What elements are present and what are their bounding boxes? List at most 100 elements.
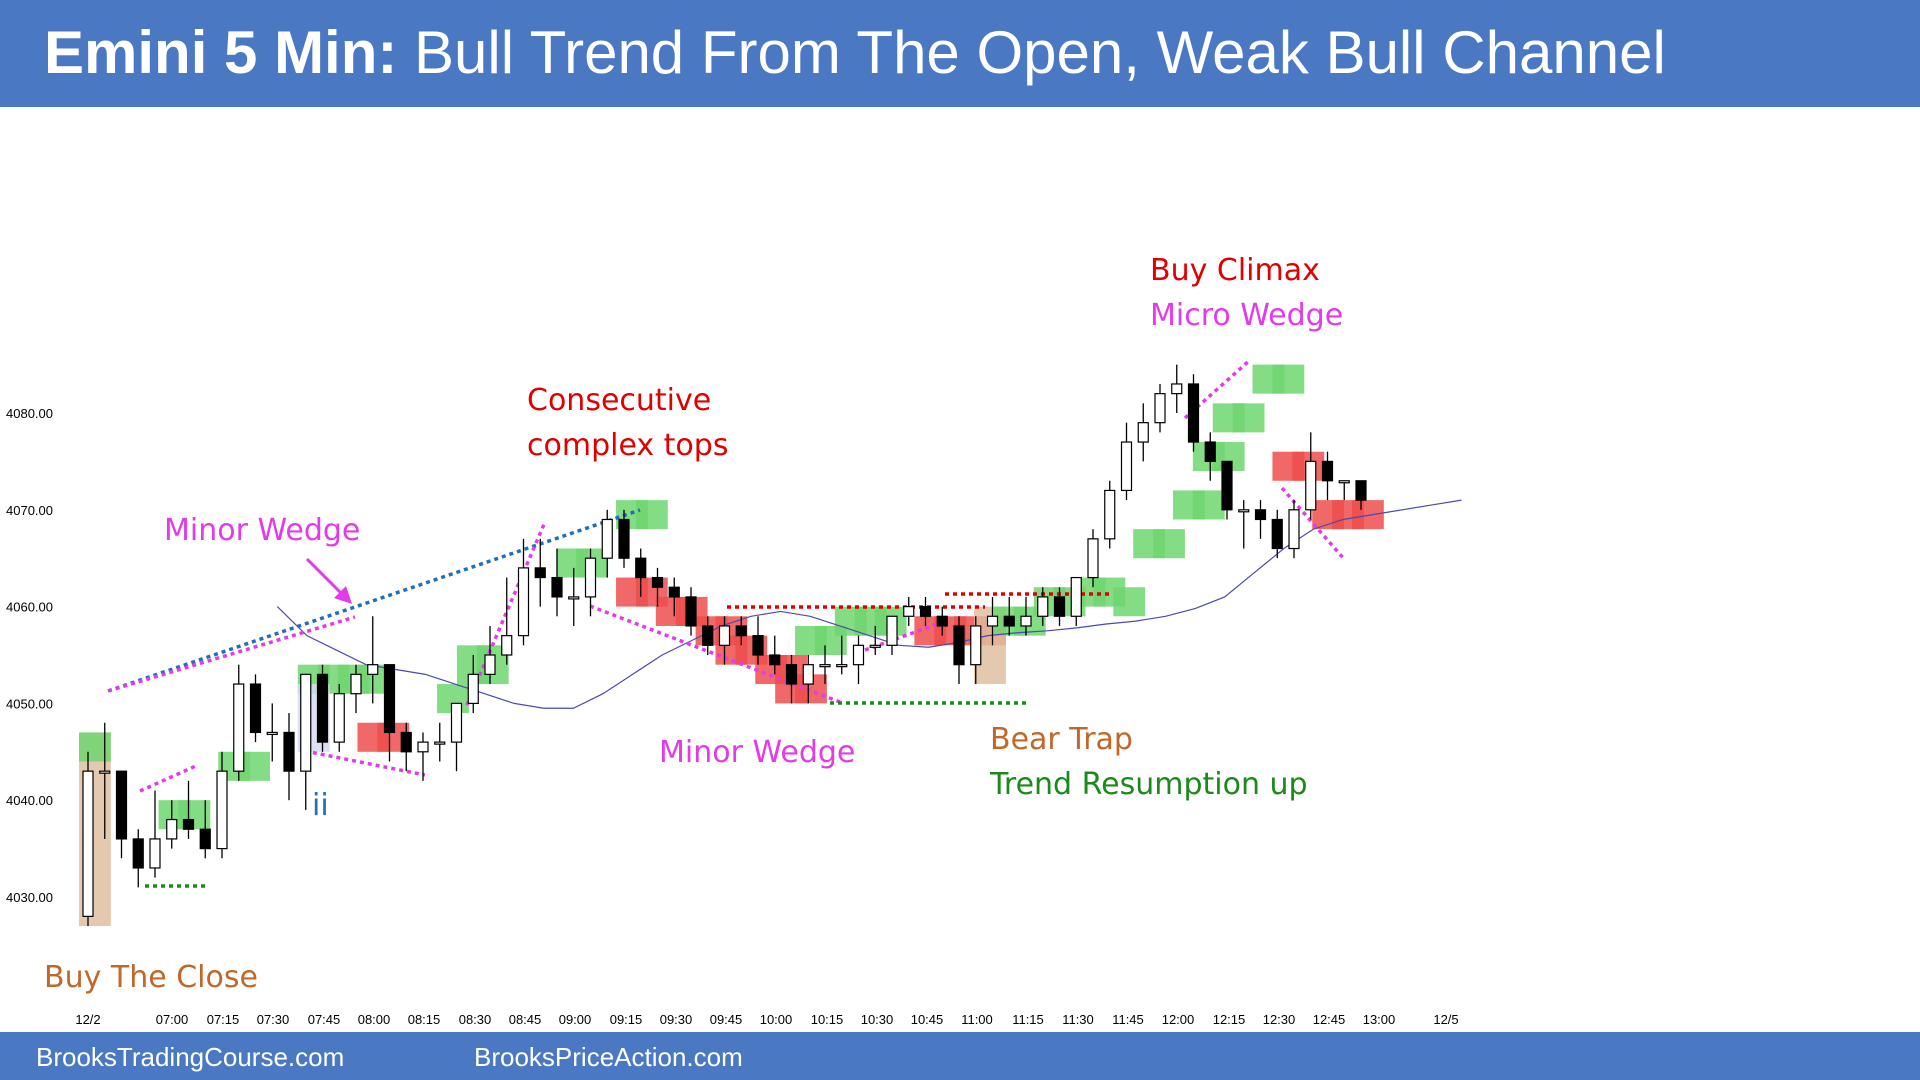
trend-line	[304, 749, 426, 777]
candle-bear	[685, 596, 697, 627]
candle-bear	[702, 625, 714, 646]
candle-bear	[400, 731, 412, 753]
footer-banner: BrooksTradingCourse.com BrooksPriceActio…	[0, 1032, 1920, 1080]
candle-bull	[1154, 393, 1166, 424]
candle-bull	[986, 615, 999, 627]
candle-bull	[852, 644, 865, 666]
candle-bear	[283, 731, 295, 772]
candle-bull	[216, 770, 228, 850]
annotation-label: Minor Wedge	[164, 513, 360, 548]
candle-bull	[1338, 480, 1350, 484]
annotation-label: Buy The Close	[44, 960, 258, 995]
candle-bear	[383, 664, 396, 734]
x-tick-label: 07:45	[308, 1012, 341, 1027]
x-tick-label: 10:45	[911, 1012, 944, 1027]
candle-bull	[467, 673, 479, 704]
candle-bull	[601, 518, 613, 559]
candle-bear	[752, 635, 764, 656]
annotation-label: Buy Climax	[1150, 253, 1320, 288]
candle-bear	[1204, 441, 1216, 463]
y-tick-label: 4060.00	[6, 600, 53, 615]
x-tick-label: 10:15	[811, 1012, 844, 1027]
title-text: Bull Trend From The Open, Weak Bull Chan…	[414, 19, 1666, 86]
candle-bull	[802, 664, 814, 685]
trend-line	[1183, 358, 1252, 420]
x-tick-label: 12:30	[1263, 1012, 1296, 1027]
x-tick-label: 11:30	[1062, 1012, 1094, 1027]
candle-bull	[1137, 422, 1149, 443]
annotation-label: Minor Wedge	[659, 735, 855, 770]
candle-bear	[1053, 596, 1066, 617]
candle-bull	[1305, 460, 1317, 511]
candle-bear	[132, 838, 144, 869]
candle-bear	[182, 818, 195, 830]
arrow-head	[334, 586, 352, 604]
candle-bear	[1271, 518, 1283, 550]
candlestick-chart: 4080.00 4070.00 4060.00 4050.00 4040.00 4030.…	[6, 253, 1462, 1027]
candle-bear	[635, 557, 647, 579]
x-tick-label: 08:45	[509, 1012, 542, 1027]
x-tick-label: 08:30	[459, 1012, 492, 1027]
footer-link-course[interactable]: BrooksTradingCourse.com	[36, 1042, 345, 1072]
footer-link-price-action[interactable]: BrooksPriceAction.com	[474, 1042, 743, 1072]
annotation-label: Bear Trap	[990, 722, 1133, 757]
candle-bull	[718, 625, 731, 646]
title-banner: Emini 5 Min: Bull Trend From The Open, W…	[0, 0, 1920, 107]
x-tick-label: 07:15	[207, 1012, 240, 1027]
x-tick-label: 08:15	[408, 1012, 441, 1027]
x-tick-label: 07:00	[156, 1012, 189, 1027]
candle-bull	[82, 770, 94, 917]
candle-bull	[350, 673, 362, 695]
candle-bear	[199, 828, 211, 850]
highlight-box-bull	[79, 732, 111, 762]
candle-bear	[1254, 509, 1267, 521]
candle-bear	[735, 625, 747, 637]
x-tick-label: 09:00	[559, 1012, 592, 1027]
candle-bear	[651, 576, 664, 588]
candle-bull	[886, 615, 898, 646]
candle-bull	[333, 693, 345, 743]
candle-bear	[534, 567, 546, 579]
x-tick-label: 13:00	[1363, 1012, 1396, 1027]
candle-bear	[115, 770, 128, 840]
annotation-label: Trend Resumption up	[989, 767, 1308, 802]
highlight-box-bull	[635, 500, 668, 530]
y-tick-label: 4030.00	[6, 890, 53, 905]
annotation-label: ii	[312, 788, 329, 823]
highlight-box-bull	[1272, 364, 1305, 394]
highlight-box-bull	[1113, 587, 1146, 617]
x-tick-label: 07:30	[257, 1012, 290, 1027]
candle-bull	[1120, 441, 1133, 492]
highlight-box-bull	[1232, 403, 1265, 433]
annotation-label: Consecutive	[527, 383, 711, 418]
annotations: Minor Wedge Consecutive complex tops Buy Cl…	[44, 253, 1343, 995]
candle-bull	[1171, 383, 1183, 395]
candle-bear	[668, 586, 680, 598]
candle-bull	[434, 741, 446, 745]
candle-bear	[1003, 615, 1015, 627]
candle-bull	[99, 770, 111, 774]
candle-bull	[233, 683, 245, 772]
x-tick-label: 11:00	[961, 1012, 993, 1027]
x-axis-labels: 12/2 07:00 07:15 07:30 07:45 08:00 08:15 08:30 0…	[75, 1012, 1458, 1027]
y-tick-label: 4050.00	[6, 696, 53, 711]
ema-line	[276, 499, 1462, 709]
candle-bear	[953, 625, 965, 666]
candle-bear	[1355, 480, 1367, 501]
ema-series-line	[276, 499, 1462, 709]
candle-bull	[300, 673, 312, 772]
trend-lines	[107, 358, 1347, 888]
annotation-label: complex tops	[527, 428, 728, 463]
x-tick-label: 09:15	[610, 1012, 643, 1027]
candle-bear	[551, 576, 563, 598]
highlight-boxes	[79, 364, 1384, 927]
candle-bull	[1238, 509, 1250, 513]
candle-bull	[1020, 615, 1032, 627]
candle-bear	[919, 606, 932, 617]
candles	[82, 364, 1367, 927]
x-tick-label: 12:15	[1213, 1012, 1246, 1027]
y-axis-labels: 4080.00 4070.00 4060.00 4050.00 4040.00 4030.…	[6, 406, 53, 905]
highlight-box-bear	[1352, 500, 1384, 530]
y-tick-label: 4040.00	[6, 793, 53, 808]
candle-bull	[1288, 509, 1300, 550]
